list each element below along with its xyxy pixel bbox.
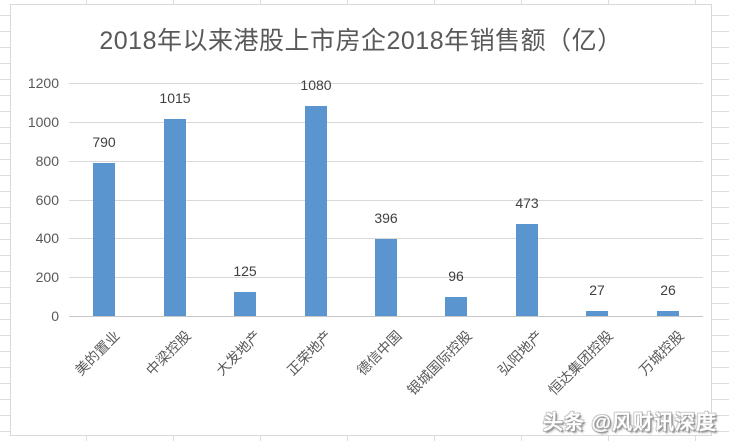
bar-value-label: 1015 bbox=[159, 90, 191, 106]
bar-5[interactable] bbox=[375, 239, 397, 316]
bar-value-label: 125 bbox=[233, 263, 257, 279]
y-axis-tick-label: 0 bbox=[51, 308, 59, 324]
watermark: 头条 @风财讯深度 bbox=[542, 412, 717, 434]
y-axis-tick-label: 200 bbox=[35, 269, 59, 286]
bar-2[interactable] bbox=[164, 119, 186, 316]
y-axis-tick-label: 1000 bbox=[27, 113, 59, 130]
bar-value-label: 790 bbox=[92, 134, 116, 150]
x-axis-category-label: 银城国际控股 bbox=[404, 327, 475, 399]
x-axis-category-label: 恒达集团控股 bbox=[545, 327, 616, 399]
bar-value-label: 27 bbox=[589, 282, 605, 298]
y-axis-tick-label: 1200 bbox=[27, 75, 59, 91]
chart-title: 2018年以来港股上市房企2018年销售额（亿） bbox=[99, 27, 623, 55]
bar-value-label: 1080 bbox=[300, 77, 332, 93]
bar-chart-object[interactable]: 2018年以来港股上市房企2018年销售额（亿） 790 1015 125 1080 3… bbox=[10, 4, 712, 436]
y-axis-tick-label: 600 bbox=[35, 191, 59, 208]
x-axis-category-label: 德信中国 bbox=[353, 327, 405, 379]
gridline bbox=[69, 122, 703, 123]
bar-value-label: 473 bbox=[515, 195, 539, 211]
bar-6[interactable] bbox=[445, 297, 467, 316]
gridline bbox=[69, 238, 703, 239]
x-axis-category-label: 万城控股 bbox=[635, 327, 687, 379]
x-axis-category-label: 中梁控股 bbox=[142, 327, 194, 379]
y-axis-tick-label: 800 bbox=[35, 152, 59, 169]
gridline bbox=[69, 200, 703, 201]
bar-value-label: 96 bbox=[448, 268, 464, 284]
bar-value-label: 26 bbox=[660, 282, 676, 298]
bar-3[interactable] bbox=[234, 292, 256, 316]
plot-area: 790 1015 125 1080 396 96 473 27 26 bbox=[69, 77, 703, 317]
bar-7[interactable] bbox=[516, 224, 538, 316]
x-axis-line bbox=[69, 316, 703, 317]
y-axis-tick-label: 400 bbox=[35, 230, 59, 247]
bar-1[interactable] bbox=[93, 163, 115, 316]
bar-9[interactable] bbox=[657, 311, 679, 316]
x-axis-category-label: 大发地产 bbox=[212, 327, 264, 379]
x-axis-category-label: 弘阳地产 bbox=[494, 327, 546, 379]
bar-8[interactable] bbox=[586, 311, 608, 316]
gridline bbox=[69, 83, 703, 84]
x-axis-category-label: 正荣地产 bbox=[283, 327, 335, 379]
x-axis-category-label: 美的置业 bbox=[71, 327, 123, 379]
bar-value-label: 396 bbox=[374, 210, 398, 226]
gridline bbox=[69, 161, 703, 162]
bar-4[interactable] bbox=[305, 106, 327, 316]
